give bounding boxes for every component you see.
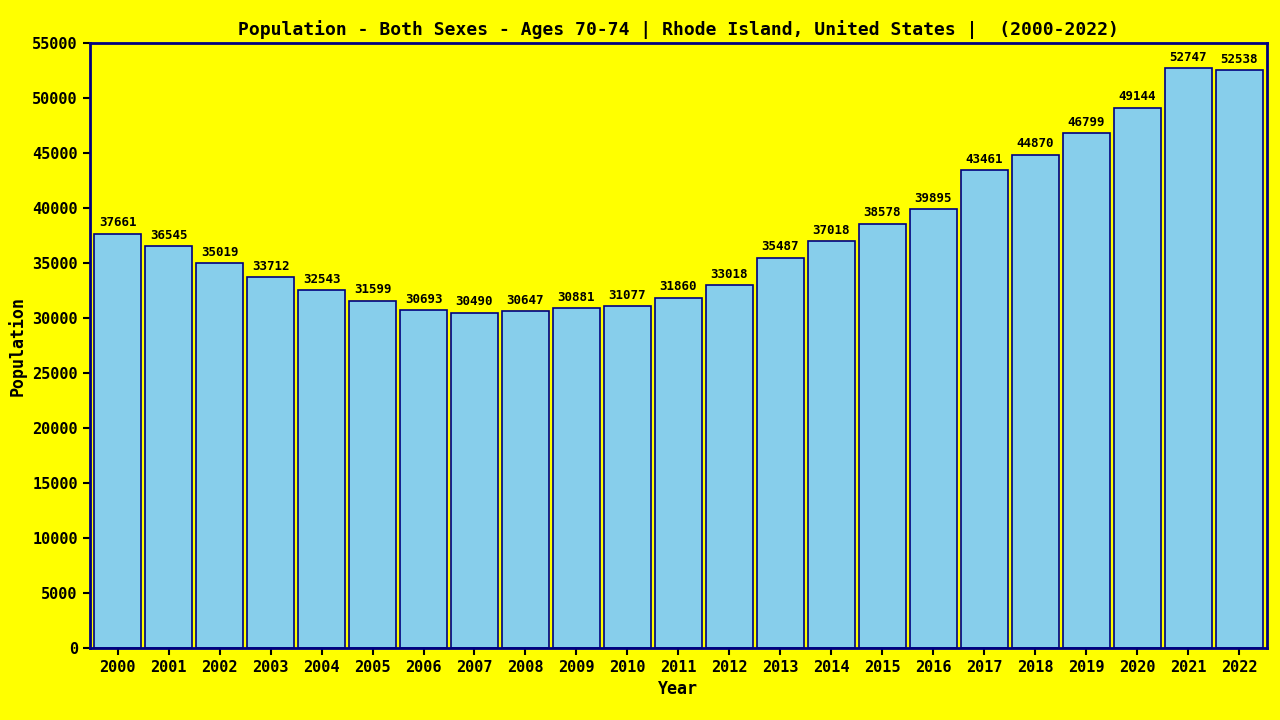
- Bar: [95, 234, 141, 648]
- Text: 36545: 36545: [150, 229, 187, 242]
- Bar: [604, 306, 650, 648]
- Text: 52538: 52538: [1220, 53, 1258, 66]
- Bar: [1216, 71, 1262, 648]
- Text: 43461: 43461: [965, 153, 1004, 166]
- Text: 30490: 30490: [456, 295, 493, 308]
- Y-axis label: Population: Population: [8, 296, 27, 395]
- Text: 35019: 35019: [201, 246, 238, 258]
- Text: 33018: 33018: [710, 268, 748, 281]
- Bar: [1165, 68, 1212, 648]
- Text: 32543: 32543: [303, 273, 340, 286]
- Bar: [247, 277, 294, 648]
- Text: 30647: 30647: [507, 294, 544, 307]
- Bar: [707, 285, 753, 648]
- Text: 35487: 35487: [762, 240, 799, 253]
- Text: 39895: 39895: [914, 192, 952, 205]
- X-axis label: Year: Year: [658, 680, 699, 698]
- Bar: [298, 290, 346, 648]
- Bar: [553, 308, 600, 648]
- Bar: [1114, 107, 1161, 648]
- Bar: [808, 241, 855, 648]
- Text: 49144: 49144: [1119, 90, 1156, 103]
- Bar: [756, 258, 804, 648]
- Text: 37661: 37661: [99, 217, 137, 230]
- Bar: [502, 311, 549, 648]
- Text: 31860: 31860: [659, 280, 698, 293]
- Bar: [1011, 155, 1059, 648]
- Text: 30693: 30693: [404, 293, 443, 306]
- Text: 44870: 44870: [1016, 138, 1053, 150]
- Bar: [196, 263, 243, 648]
- Text: 31599: 31599: [353, 283, 392, 296]
- Title: Population - Both Sexes - Ages 70-74 | Rhode Island, United States |  (2000-2022: Population - Both Sexes - Ages 70-74 | R…: [238, 20, 1119, 39]
- Bar: [859, 224, 906, 648]
- Text: 31077: 31077: [609, 289, 646, 302]
- Text: 33712: 33712: [252, 260, 289, 273]
- Bar: [401, 310, 447, 648]
- Text: 46799: 46799: [1068, 116, 1105, 129]
- Text: 37018: 37018: [813, 223, 850, 237]
- Bar: [451, 312, 498, 648]
- Text: 52747: 52747: [1170, 50, 1207, 63]
- Bar: [910, 210, 956, 648]
- Bar: [145, 246, 192, 648]
- Bar: [349, 300, 396, 648]
- Text: 30881: 30881: [558, 291, 595, 304]
- Text: 38578: 38578: [864, 207, 901, 220]
- Bar: [961, 170, 1007, 648]
- Bar: [655, 297, 701, 648]
- Bar: [1062, 133, 1110, 648]
